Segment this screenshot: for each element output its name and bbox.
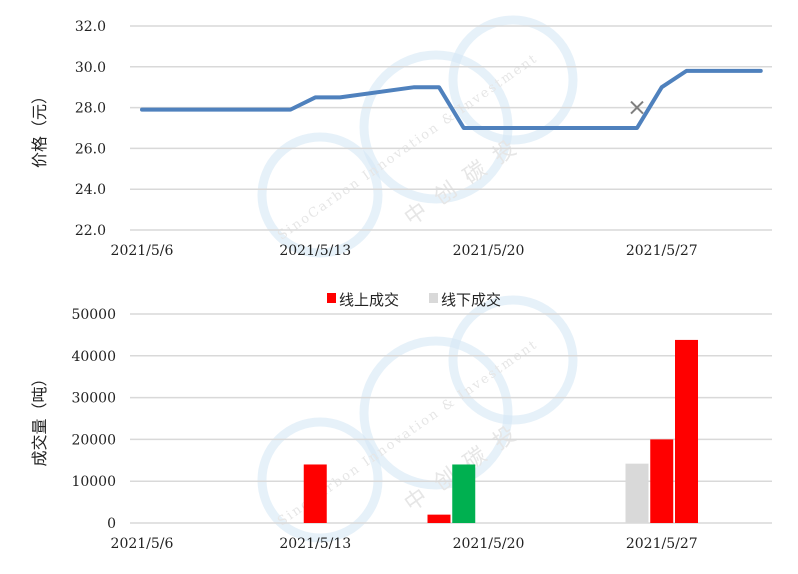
price-line-chart: 22.0 24.0 26.0 28.0 30.0 32.0 2021/5/6 2021/5/1… [30,19,772,259]
y-tick-label: 30.0 [75,60,106,76]
y-tick-label: 32.0 [75,19,106,35]
legend-swatch [327,293,336,303]
watermark: SinoCarbon Innovation & Investment中创碳投Si… [257,15,578,543]
y-tick-label: 0 [107,516,116,532]
y-tick-label: 30000 [71,391,116,407]
watermark-ring [448,295,578,425]
watermark-ring [448,15,578,145]
x-marker-stroke [630,100,644,115]
legend-item: 线下成交 [429,291,501,309]
volume-bar [452,464,476,523]
x-tick-label: 2021/5/20 [453,243,525,259]
y-tick-label: 22.0 [75,223,106,239]
volume-bar [303,464,327,523]
legend-label: 线下成交 [441,291,501,309]
x-marker [630,100,644,115]
volume-bar [675,339,698,523]
y-axis-label: 成交量（吨） [30,370,49,466]
volume-bar [650,439,674,523]
legend-label: 线上成交 [339,291,399,309]
legend-swatch [429,293,438,303]
x-tick-label: 2021/5/20 [453,536,525,552]
x-tick-label: 2021/5/13 [279,243,351,259]
y-tick-label: 40000 [71,349,116,365]
legend-item: 线上成交 [327,291,399,309]
x-tick-label: 2021/5/13 [279,536,351,552]
y-tick-label: 24.0 [75,182,106,198]
volume-bar [427,514,451,523]
y-tick-label: 20000 [71,432,116,448]
watermark-ring [257,417,383,543]
x-tick-label: 2021/5/6 [111,536,174,552]
y-tick-label: 50000 [71,307,116,323]
y-tick-label: 28.0 [75,101,106,117]
y-axis-label: 价格（元） [30,88,49,168]
x-tick-label: 2021/5/6 [111,243,174,259]
volume-bar [625,463,649,523]
watermark-ring [359,336,513,490]
x-tick-label: 2021/5/27 [626,243,698,259]
watermark-ring [257,132,383,258]
x-tick-label: 2021/5/27 [626,536,698,552]
y-tick-label: 10000 [71,474,116,490]
volume-bar-chart: 0 10000 20000 30000 40000 50000 2021/5/6 2021/5… [30,291,772,552]
y-tick-label: 26.0 [75,141,106,157]
